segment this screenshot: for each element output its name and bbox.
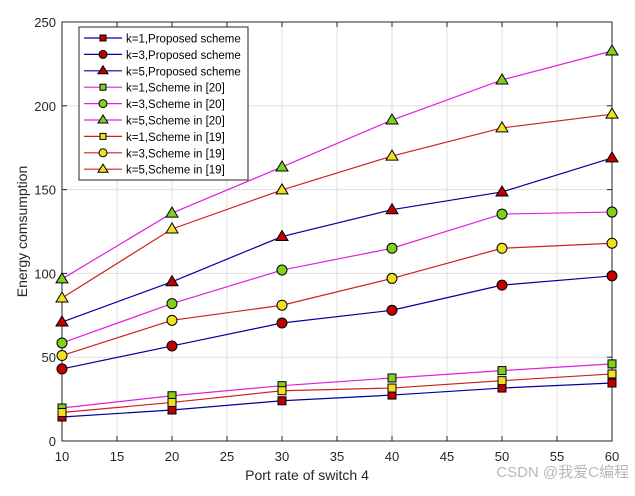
series-line-6 [61, 50, 613, 280]
data-point [56, 350, 68, 362]
legend-label: k=5,Scheme in [19] [126, 165, 225, 177]
watermark: CSDN @我爱C编程 [496, 464, 629, 481]
legend-label: k=1,Proposed scheme [126, 34, 241, 46]
data-point [166, 340, 178, 352]
series-line-7 [61, 373, 613, 414]
legend-marker [98, 49, 108, 59]
y-tick-label: 150 [34, 183, 56, 198]
data-point [56, 337, 68, 349]
data-point [496, 279, 508, 291]
series-line-1 [61, 382, 613, 418]
x-tick-label: 20 [165, 449, 179, 464]
x-tick-label: 25 [220, 449, 234, 464]
data-point [277, 396, 287, 406]
data-point [55, 315, 69, 327]
data-point [495, 73, 509, 85]
data-point [167, 405, 177, 415]
data-point [55, 271, 69, 284]
data-point [275, 229, 289, 242]
data-point [165, 274, 179, 287]
y-tick-label: 200 [34, 99, 56, 114]
data-point [386, 272, 398, 284]
series-line-9 [61, 113, 613, 299]
data-point [607, 378, 617, 388]
data-point [606, 270, 618, 282]
data-point [386, 304, 398, 316]
legend-marker [99, 34, 107, 42]
data-point [385, 113, 399, 125]
data-point [275, 160, 289, 172]
data-point [385, 202, 399, 215]
legend-label: k=5,Scheme in [20] [126, 116, 225, 128]
x-tick-label: 45 [440, 449, 454, 464]
data-point [387, 383, 397, 393]
data-point [606, 237, 618, 249]
data-point [57, 408, 67, 418]
legend-marker [97, 64, 109, 75]
x-tick-label: 55 [550, 449, 564, 464]
series-line-5 [61, 211, 613, 344]
legend-label: k=1,Scheme in [20] [126, 83, 225, 95]
y-tick-label: 250 [34, 15, 56, 30]
data-point [166, 314, 178, 326]
data-point [387, 373, 397, 383]
data-point [496, 208, 508, 220]
data-point [167, 397, 177, 407]
y-tick-label: 100 [34, 266, 56, 281]
data-point [275, 182, 289, 195]
legend-label: k=3,Scheme in [20] [126, 99, 225, 111]
data-point [607, 369, 617, 379]
x-tick-label: 50 [495, 449, 509, 464]
data-point [276, 264, 288, 276]
data-point [386, 242, 398, 254]
legend-marker [98, 148, 108, 158]
data-point [276, 299, 288, 311]
data-point [55, 291, 69, 303]
x-tick-label: 35 [330, 449, 344, 464]
data-point [605, 44, 619, 56]
data-point [277, 386, 287, 396]
legend-marker [98, 99, 108, 109]
series-line-4 [61, 363, 613, 409]
data-point [605, 150, 619, 163]
data-point [56, 363, 68, 375]
data-point [606, 206, 618, 218]
data-point [497, 376, 507, 386]
legend-label: k=3,Scheme in [19] [126, 148, 225, 160]
legend-marker [97, 163, 109, 173]
x-tick-label: 40 [385, 449, 399, 464]
x-tick-label: 10 [55, 449, 69, 464]
data-point [495, 184, 509, 197]
legend-label: k=5,Proposed scheme [126, 66, 241, 78]
series-line-3 [61, 157, 613, 323]
series-line-2 [61, 275, 613, 370]
data-point [165, 206, 179, 218]
data-point [605, 107, 619, 119]
x-tick-label: 30 [275, 449, 289, 464]
data-point [276, 317, 288, 329]
data-point [165, 222, 179, 234]
x-tick-label: 60 [605, 449, 619, 464]
data-point [497, 366, 507, 376]
data-point [166, 298, 178, 310]
data-point [497, 383, 507, 393]
data-point [385, 149, 399, 161]
legend-label: k=1,Scheme in [19] [126, 132, 225, 144]
data-point [495, 120, 509, 133]
y-axis-label: Energy comsumption [14, 166, 30, 298]
data-point [607, 359, 617, 369]
data-point [496, 242, 508, 254]
y-tick-label: 50 [42, 350, 56, 365]
legend-marker [99, 83, 107, 91]
x-axis-label: Port rate of switch 4 [245, 467, 369, 483]
legend-marker [99, 132, 107, 140]
series-line-8 [61, 242, 613, 357]
legend-marker [97, 114, 109, 124]
x-tick-label: 15 [110, 449, 124, 464]
legend-label: k=3,Proposed scheme [126, 50, 241, 62]
y-tick-label: 0 [49, 434, 56, 449]
